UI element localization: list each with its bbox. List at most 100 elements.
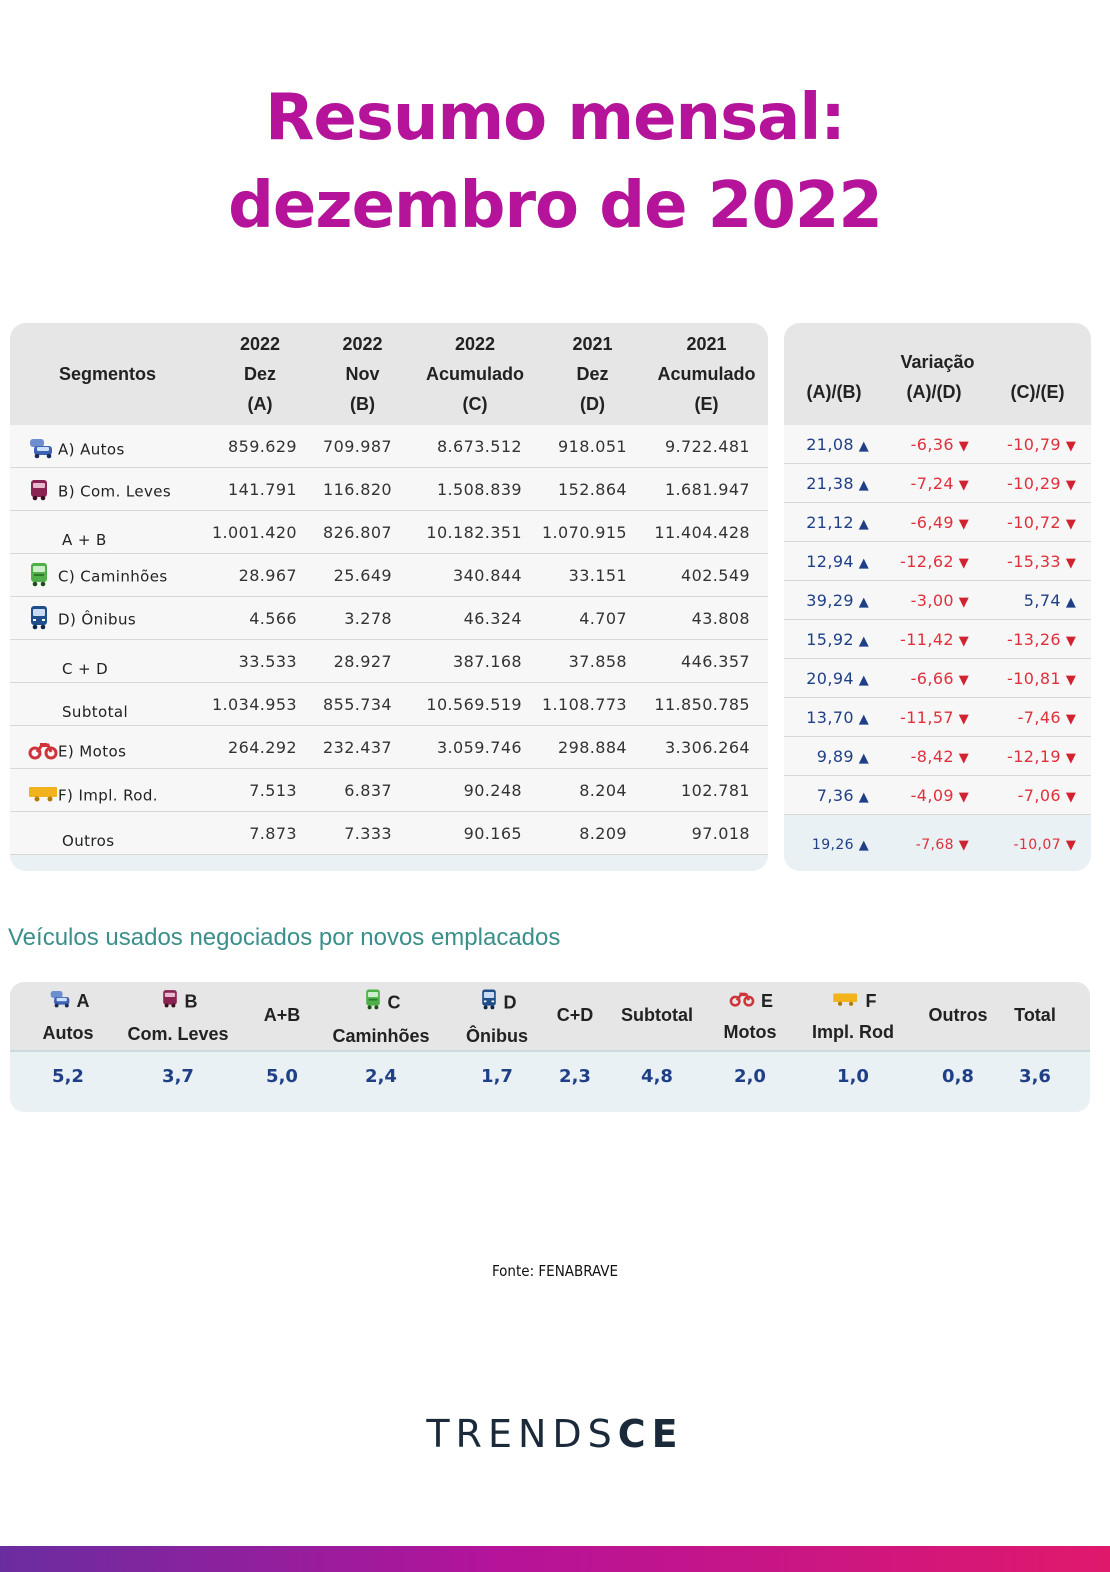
segment-cell: C) Caminhões [10,553,205,597]
arrow-up-icon: ▲ [858,438,870,454]
value-cell-a: 4.566 [205,596,315,640]
variation-value: -15,33 [1007,551,1062,571]
variation-value: -11,57 [900,707,954,727]
arrow-up-icon: ▲ [858,750,870,766]
table-row: A) Autos 859.629 709.987 8.673.512 918.051 9.… [10,425,768,468]
variation-value: 21,08 [806,434,854,454]
value-cell-c: 10.569.519 [410,682,540,726]
table-row: 21,38 ▲ -7,24 ▼ -10,29 ▼ [784,463,1091,503]
value-cell-d: 8.204 [540,768,645,812]
variation-value: -10,07 [1013,837,1062,853]
arrow-down-icon: ▼ [958,516,970,532]
used-vehicles-panel [10,982,1090,1112]
variation-value: -6,66 [910,668,954,688]
variation-value: -3,00 [910,590,954,610]
segment-label: C) Caminhões [58,567,168,586]
variation-cell: -8,42 ▼ [884,736,984,776]
value-cell-e: 11.404.428 [645,510,768,554]
value-cell-d: 298.884 [540,725,645,769]
table-row: 9,89 ▲ -8,42 ▼ -12,19 ▼ [784,736,1091,776]
used-column-header: B Com. Leves [118,986,238,1049]
arrow-down-icon: ▼ [1065,789,1077,805]
variation-cell: 39,29 ▲ [784,580,884,620]
value-cell-d: 152.864 [540,467,645,511]
page-title: Resumo mensal: dezembro de 2022 [0,74,1110,250]
value-cell-d: 37.858 [540,639,645,683]
motorcycle-icon [28,740,58,764]
title-line-1: Resumo mensal: [265,81,846,155]
segment-cell: Outros [10,811,205,855]
used-column-value: 0,8 [942,1066,974,1087]
used-column-header: Total [1014,1005,1056,1025]
arrow-up-icon: ▲ [1065,594,1077,610]
truck-icon [28,562,58,592]
segment-label: A + B [62,531,107,549]
arrow-up-icon: ▲ [858,555,870,571]
arrow-up-icon: ▲ [858,594,870,610]
header-col-b: 2022 Nov (B) [315,323,410,425]
segment-label: F) Impl. Rod. [58,786,158,805]
variation-col-ce: (C)/(E) [1010,382,1065,402]
variation-header: Variação (A)/(B) (A)/(D) (C)/(E) [784,323,1091,425]
used-column-top: F [793,986,913,1017]
used-column-header: Outros [928,1005,988,1025]
arrow-down-icon: ▼ [1065,633,1077,649]
segment-label: D) Ônibus [58,610,137,629]
used-column-top: D [437,986,557,1021]
value-cell-c: 387.168 [410,639,540,683]
segment-label: B) Com. Leves [58,482,172,501]
arrow-down-icon: ▼ [1065,838,1077,853]
variation-value: -10,79 [1007,434,1062,454]
value-cell-c: 8.673.512 [410,425,540,468]
used-column-bottom: Caminhões [332,1026,430,1046]
value-cell-e: 43.808 [645,596,768,640]
brand-logo: TRENDSCE [426,1412,684,1456]
segment-cell: Subtotal [10,682,205,726]
table-row: 7,36 ▲ -4,09 ▼ -7,06 ▼ [784,775,1091,815]
value-cell-a: 264.292 [205,725,315,769]
used-vehicles-title: Veículos usados negociados por novos emp… [8,924,561,951]
value-cell-c: 10.182.351 [410,510,540,554]
variation-table: Variação (A)/(B) (A)/(D) (C)/(E) 21,08 ▲ -… [784,323,1091,871]
variation-cell: 21,08 ▲ [784,425,884,464]
total-row: Total1.314.6311.102.34113.809.6781.424.0… [10,854,768,871]
variation-cell: 9,89 ▲ [784,736,884,776]
arrow-up-icon: ▲ [858,838,870,853]
total-row: 19,26 ▲ -7,68 ▼ -10,07 ▼ [784,814,1091,871]
value-cell-b: 7.333 [315,811,410,855]
table-row: 21,08 ▲ -6,36 ▼ -10,79 ▼ [784,425,1091,464]
table-row: F) Impl. Rod. 7.513 6.837 90.248 8.204 102.78… [10,768,768,812]
variation-value: -6,49 [910,512,954,532]
arrow-down-icon: ▼ [958,838,970,853]
value-cell-e: 9.722.481 [645,425,768,468]
variation-cell: 20,94 ▲ [784,658,884,698]
used-column-header: D Ônibus [437,986,557,1051]
variation-value: -7,06 [1017,785,1062,805]
used-column-header: A Autos [8,986,128,1048]
value-cell-b: 3.278 [315,596,410,640]
used-column-value: 2,0 [734,1066,766,1087]
table-row: 12,94 ▲ -12,62 ▼ -15,33 ▼ [784,541,1091,581]
value-cell-d: 33.151 [540,553,645,597]
arrow-down-icon: ▼ [958,477,970,493]
source-note: Fonte: FENABRAVE [491,1262,619,1280]
variation-cell: 13,70 ▲ [784,697,884,737]
value-cell-e: 446.357 [645,639,768,683]
segment-cell: A + B [10,510,205,554]
value-cell-a: 7.873 [205,811,315,855]
segment-label: Subtotal [62,703,129,721]
header-col-e: 2021 Acumulado (E) [645,323,768,425]
header-col-a: 2022 Dez (A) [205,323,315,425]
arrow-down-icon: ▼ [1065,555,1077,571]
total-cell-c: 13.809.678 [410,854,540,871]
used-column-value: 5,2 [52,1066,84,1087]
table-row: D) Ônibus 4.566 3.278 46.324 4.707 43.808 [10,596,768,640]
variation-cell: -10,29 ▼ [984,463,1091,503]
used-column-header: C+D [556,1005,594,1025]
table-row: A + B 1.001.420 826.807 10.182.351 1.070.915… [10,510,768,554]
value-cell-d: 918.051 [540,425,645,468]
segment-label: C + D [62,660,109,678]
variation-value: -13,26 [1007,629,1062,649]
variation-value: -11,42 [900,629,954,649]
variation-cell: 5,74 ▲ [984,580,1091,620]
